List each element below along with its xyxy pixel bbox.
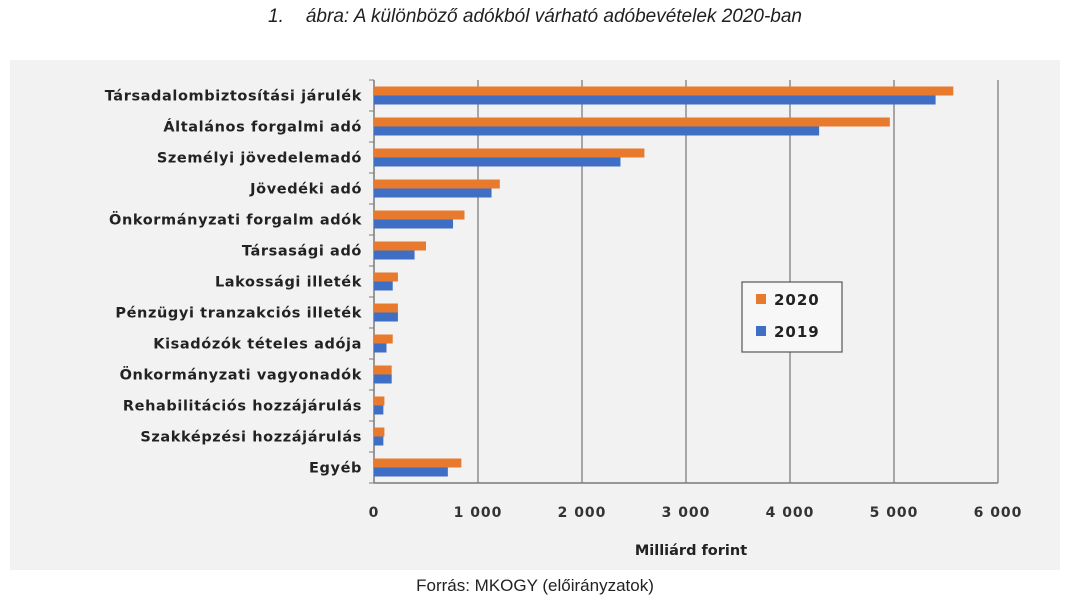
bar-2020: [374, 117, 890, 127]
bar-2019: [374, 343, 387, 353]
category-label: Pénzügyi tranzakciós illeték: [115, 306, 362, 322]
x-axis-title: Milliárd forint: [635, 543, 747, 559]
figure-number: 1.: [268, 6, 284, 27]
bar-2019: [374, 95, 936, 105]
figure-title-text: ábra: A különböző adókból várható adóbev…: [305, 6, 802, 27]
bar-2020: [374, 241, 426, 251]
bar-2020: [374, 210, 465, 220]
bar-chart: 0 1 000 2 000 3 000 4 000 5 000 6 000 Társadalo…: [105, 79, 1023, 559]
bar-2019: [374, 250, 415, 260]
x-tick-label: 2 000: [558, 505, 607, 521]
x-tick-label: 6 000: [974, 505, 1023, 521]
bar-2020: [374, 396, 385, 406]
category-label: Önkormányzati forgalm adók: [109, 211, 362, 229]
category-label: Társadalombiztosítási járulék: [105, 89, 362, 105]
x-tick-label: 5 000: [870, 505, 919, 521]
chart-panel: 0 1 000 2 000 3 000 4 000 5 000 6 000 Társadalo…: [10, 60, 1060, 570]
legend-swatch: [756, 326, 766, 336]
category-label: Kisadózók tételes adója: [153, 337, 362, 353]
category-label: Önkormányzati vagyonadók: [120, 366, 362, 384]
legend-label: 2019: [774, 323, 820, 341]
bar-2020: [374, 148, 645, 158]
legend-swatch: [756, 294, 766, 304]
bar-2019: [374, 436, 384, 446]
category-label: Társasági adó: [242, 244, 362, 260]
x-tick-label: 1 000: [454, 505, 503, 521]
bar-2019: [374, 219, 454, 229]
bar-2020: [374, 86, 954, 96]
x-tick-label: 0: [369, 505, 380, 521]
category-label: Szakképzési hozzájárulás: [140, 430, 362, 446]
bar-2019: [374, 467, 448, 477]
bar-2019: [374, 157, 621, 167]
legend-box: [741, 281, 843, 353]
bar-2020: [374, 365, 392, 375]
category-label: Lakossági illeték: [215, 275, 362, 291]
bar-2020: [374, 458, 462, 468]
x-tick-label: 4 000: [766, 505, 815, 521]
category-label: Személyi jövedelemadó: [157, 151, 362, 167]
bar-2019: [374, 405, 384, 415]
category-label: Rehabilitációs hozzájárulás: [123, 399, 362, 415]
legend-label: 2020: [774, 291, 820, 309]
category-label: Jövedéki adó: [249, 182, 362, 198]
bar-2019: [374, 312, 398, 322]
figure-title: 1. ábra: A különböző adókból várható adób…: [0, 6, 1070, 28]
bar-2020: [374, 179, 500, 189]
category-label: Általános forgalmi adó: [163, 119, 362, 136]
x-tick-label: 3 000: [662, 505, 711, 521]
bar-2019: [374, 188, 492, 198]
bar-2019: [374, 126, 820, 136]
bar-2019: [374, 281, 393, 291]
bar-2020: [374, 427, 385, 437]
bar-2020: [374, 272, 398, 282]
category-label: Egyéb: [309, 461, 362, 477]
bar-2019: [374, 374, 392, 384]
bar-2020: [374, 334, 393, 344]
bar-2020: [374, 303, 398, 313]
figure-source: Forrás: MKOGY (előirányzatok): [416, 576, 654, 595]
